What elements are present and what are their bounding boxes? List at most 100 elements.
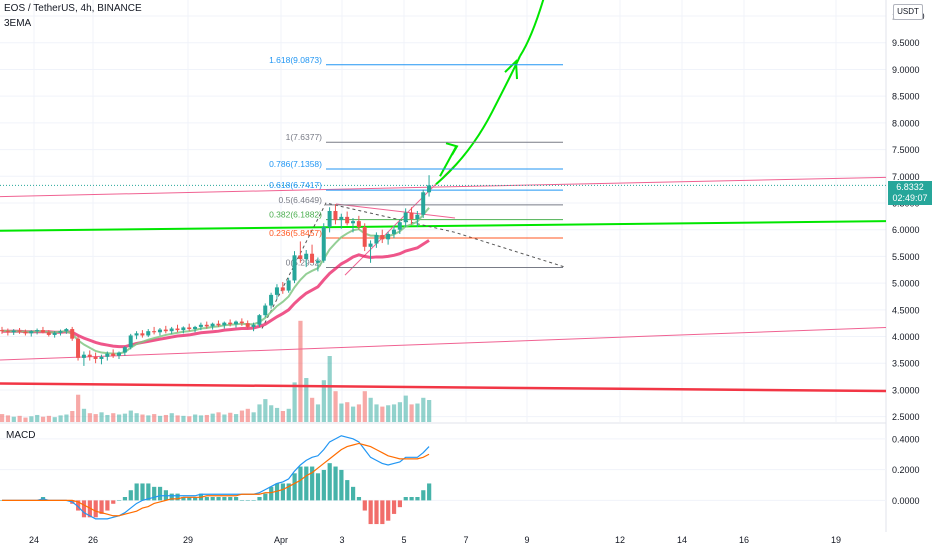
volume-bar xyxy=(315,404,321,422)
candle-body xyxy=(152,331,157,333)
volume-bar xyxy=(23,417,28,422)
candle-body xyxy=(58,331,63,333)
candle-body xyxy=(409,212,414,220)
candle-body xyxy=(193,326,198,330)
price-tick-label: 6.0000 xyxy=(892,225,920,235)
candle-body xyxy=(356,221,361,228)
time-tick-label: 16 xyxy=(739,535,749,545)
macd-histogram-bar xyxy=(380,500,385,525)
macd-histogram-bar xyxy=(152,486,157,501)
candle-body xyxy=(76,338,81,358)
macd-histogram-bar xyxy=(222,497,227,501)
volume-bar xyxy=(327,356,332,422)
drawing-lines xyxy=(0,0,887,393)
volume-bar xyxy=(35,414,40,422)
macd-histogram-bar xyxy=(216,497,221,501)
candle-body xyxy=(374,235,379,244)
support-line xyxy=(0,382,887,393)
volume-bar xyxy=(368,397,373,422)
volume-bar xyxy=(163,414,168,422)
fib-level-label: 0.236(5.8457) xyxy=(269,228,322,238)
volume-bar xyxy=(409,404,414,422)
candle-body xyxy=(5,331,10,333)
macd-tick-label: 0.4000 xyxy=(892,434,920,444)
macd-histogram-bar xyxy=(251,500,256,501)
volume-bar xyxy=(222,414,227,422)
candle-body xyxy=(198,324,203,327)
candle-body xyxy=(327,211,332,228)
candle-body xyxy=(257,315,262,325)
macd-histogram-bar xyxy=(427,483,432,501)
candle-body xyxy=(187,327,192,330)
time-tick-label: 7 xyxy=(463,535,468,545)
candle-countdown: 02:49:07 xyxy=(892,193,928,203)
candle-body xyxy=(105,353,110,357)
volume-bar xyxy=(403,395,408,422)
macd-histogram-bar xyxy=(397,500,402,508)
macd-histogram-bar xyxy=(228,497,233,501)
candle-body xyxy=(222,322,227,326)
volume-bar xyxy=(380,406,385,422)
volume-bar xyxy=(345,402,350,422)
macd-histogram-bar xyxy=(175,493,180,501)
currency-unit-button[interactable]: USDT xyxy=(893,4,923,20)
fib-level-label: 0.618(6.7417) xyxy=(269,180,322,190)
macd-histogram-bar xyxy=(157,486,163,501)
candle-body xyxy=(403,212,408,223)
current-price-value: 6.8332 xyxy=(896,182,924,192)
volume-bar xyxy=(0,414,5,422)
candle-body xyxy=(210,323,215,327)
candle-body xyxy=(427,185,432,193)
volume-bar xyxy=(251,412,256,422)
candle-body xyxy=(269,294,274,306)
volume-bar xyxy=(5,415,11,422)
chart-grid xyxy=(0,0,887,532)
volume-bar xyxy=(263,399,268,422)
volume-bar xyxy=(374,404,379,422)
candle-body xyxy=(122,347,127,353)
candle-body xyxy=(380,235,385,240)
volume-bar xyxy=(257,404,262,422)
candle-body xyxy=(415,214,420,220)
candle-body xyxy=(99,356,104,359)
volume-bar xyxy=(17,415,22,422)
candle-body xyxy=(321,227,326,261)
volume-bar xyxy=(356,404,362,422)
volume-bar xyxy=(321,380,326,422)
candle-body xyxy=(117,352,121,356)
candle-body xyxy=(292,255,297,281)
candle-body xyxy=(280,287,285,291)
macd-histogram-bar xyxy=(117,500,122,501)
volume-bar xyxy=(228,412,233,422)
volume-bar xyxy=(11,416,16,422)
candle-body xyxy=(181,327,186,331)
time-tick-label: 14 xyxy=(677,535,687,545)
macd-histogram-bar xyxy=(368,500,373,525)
macd-histogram-bar xyxy=(234,497,239,501)
macd-histogram-bar xyxy=(111,500,116,504)
macd-histogram-bar xyxy=(76,500,81,511)
candle-body xyxy=(245,323,250,327)
volume-bar xyxy=(421,397,426,422)
macd-histogram-bar xyxy=(339,469,344,501)
macd-histogram-bar xyxy=(327,463,332,501)
candle-body xyxy=(29,331,34,334)
volume-bar xyxy=(391,404,397,422)
macd-histogram-bar xyxy=(286,483,291,501)
green-trendline xyxy=(0,220,887,232)
macd-histogram-bar xyxy=(386,500,391,521)
volume-bar xyxy=(46,415,51,422)
channel-bottom-line xyxy=(0,326,887,361)
time-tick-label: 24 xyxy=(29,535,39,545)
volume-bar xyxy=(128,410,133,422)
candle-body xyxy=(40,330,45,333)
macd-line xyxy=(2,435,430,520)
candle-body xyxy=(391,229,396,234)
macd-pane xyxy=(0,435,432,525)
price-tick-label: 3.0000 xyxy=(892,385,920,395)
volume-bar xyxy=(310,397,315,422)
macd-histogram-bar xyxy=(274,483,280,501)
volume-bar xyxy=(58,415,63,422)
candle-body xyxy=(315,260,320,263)
